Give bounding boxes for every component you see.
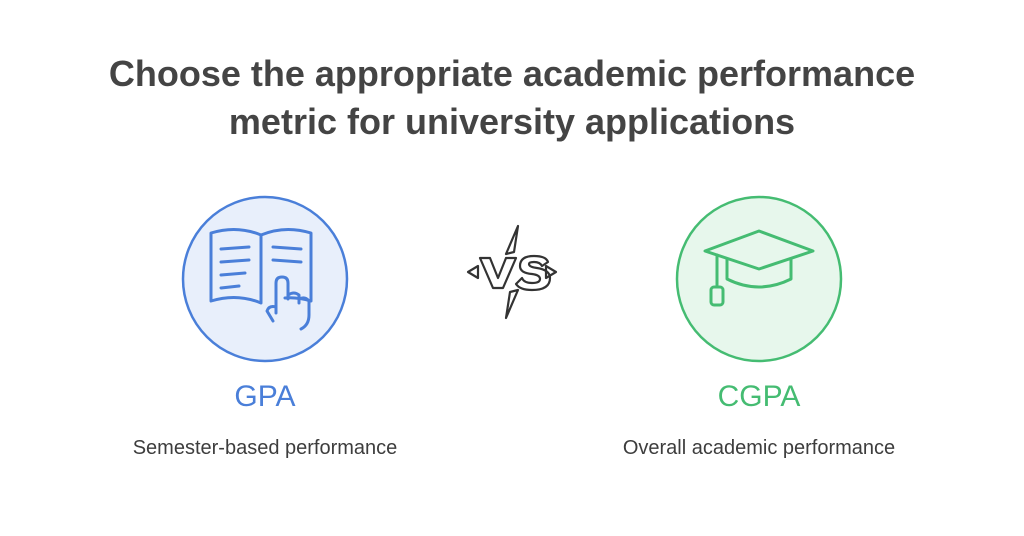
cgpa-description: Overall academic performance <box>622 437 896 459</box>
option-cgpa: CGPA Overall academic performance <box>599 195 919 461</box>
title-line-2: metric for university applications <box>228 101 796 142</box>
versus-icon <box>466 224 558 320</box>
title-line-1: Choose the appropriate academic performa… <box>108 53 916 94</box>
open-book-pointer-icon <box>181 195 349 363</box>
graduation-cap-icon <box>675 195 843 363</box>
diagram-title: Choose the appropriate academic performa… <box>0 50 1024 146</box>
cgpa-circle <box>675 195 843 363</box>
gpa-circle <box>181 195 349 363</box>
cgpa-label: CGPA <box>717 380 801 413</box>
versus-separator <box>462 222 562 322</box>
option-gpa: GPA Semester-based performance <box>105 195 425 461</box>
gpa-label: GPA <box>234 380 296 413</box>
gpa-description: Semester-based performance <box>132 437 398 459</box>
